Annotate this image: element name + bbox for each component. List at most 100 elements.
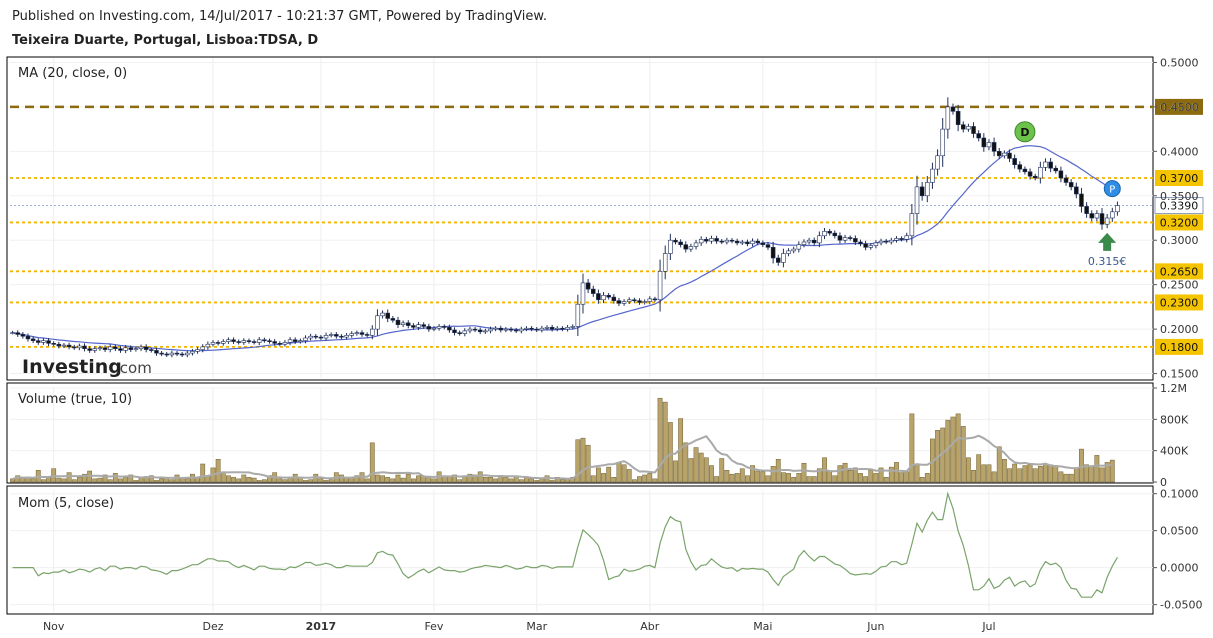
volume-bar: [92, 478, 98, 483]
candle-body: [899, 238, 904, 240]
volume-bar: [760, 471, 766, 483]
volume-bar: [750, 465, 755, 483]
volume-bar: [138, 477, 144, 483]
volume-bar: [493, 478, 499, 483]
candle-body: [709, 238, 714, 242]
volume-bar: [765, 475, 771, 483]
candles[interactable]: [10, 97, 1120, 358]
support-arrow: [1098, 232, 1117, 251]
candle-body: [724, 239, 730, 243]
candle-body: [107, 346, 113, 350]
candle-body: [621, 301, 627, 304]
candle-body: [745, 241, 750, 245]
candle-body: [195, 349, 200, 352]
y-tick-label-momentum: -0.0500: [1160, 599, 1202, 612]
volume-bar: [673, 460, 678, 483]
volume-bar: [297, 477, 303, 483]
candle-body: [693, 242, 699, 247]
volume-bar: [76, 477, 82, 483]
candle-body: [462, 330, 468, 334]
candle-body: [801, 241, 807, 245]
candle-body: [436, 326, 442, 329]
volume-bar: [148, 475, 154, 483]
volume-bar: [888, 466, 894, 483]
volume-bar: [878, 467, 884, 483]
volume-bar: [241, 474, 247, 483]
candle-body: [560, 327, 565, 330]
candle-body: [904, 235, 909, 240]
candle-body: [770, 247, 776, 259]
candle-body: [241, 340, 247, 343]
candle-body: [1104, 217, 1110, 225]
volume-bar: [657, 397, 663, 483]
candle-body: [267, 340, 272, 342]
published-info: Published on Investing.com, 14/Jul/2017 …: [12, 9, 547, 24]
volume-bar: [1089, 466, 1095, 483]
candle-body: [591, 288, 596, 294]
y-tick-label-price: 0.4500: [1160, 101, 1199, 114]
volume-panel-title: Volume (true, 10): [18, 392, 132, 407]
candle-body: [452, 329, 457, 333]
volume-bar: [1104, 462, 1110, 483]
x-tick-label: Abr: [640, 620, 660, 633]
candle-body: [914, 186, 920, 214]
y-tick-label-price: 0.3500: [1160, 190, 1199, 203]
candle-body: [740, 241, 745, 244]
volume-bar: [832, 475, 838, 483]
volume-bar: [780, 472, 786, 483]
volume-bar: [693, 447, 699, 483]
volume-bar: [981, 464, 987, 483]
volume-bar: [46, 477, 51, 483]
candle-body: [169, 352, 175, 356]
candle-body: [611, 296, 617, 301]
grid: [10, 58, 1153, 612]
volume-bar: [580, 437, 586, 483]
candle-body: [519, 328, 524, 332]
candle-body: [251, 341, 257, 343]
volume-bar: [1001, 459, 1007, 483]
candle-body: [246, 340, 252, 342]
volume-bar: [246, 477, 252, 483]
candle-body: [339, 335, 344, 338]
volume-bar: [66, 472, 72, 483]
candle-body: [1115, 205, 1120, 213]
volume-bar: [847, 470, 853, 483]
volume-bar: [107, 479, 113, 483]
candle-body: [1038, 167, 1043, 179]
candle-body: [30, 338, 36, 341]
volume-bar: [971, 470, 976, 483]
volume-bar: [40, 479, 46, 483]
candle-body: [411, 325, 416, 328]
volume-bar: [1022, 465, 1028, 483]
panel-frames: [6, 56, 1154, 615]
candle-body: [565, 327, 570, 330]
volume-bar: [642, 474, 648, 483]
volume-bar: [991, 471, 997, 483]
volume-bar: [894, 462, 899, 483]
volume-bar: [647, 473, 653, 483]
candle-body: [406, 322, 411, 326]
volume-bar: [698, 452, 704, 483]
candle-body: [925, 182, 930, 197]
price-panel-title: MA (20, close, 0): [18, 66, 127, 81]
axis-labels: Nov Dez 2017 Fev Mar Abr Mai Jun Jul 0.5000 0.4500…: [43, 56, 1203, 633]
candle-body: [292, 339, 298, 342]
candle-body: [102, 347, 108, 350]
y-tick-label-volume: 1.2M: [1160, 382, 1187, 395]
volume-bar: [102, 474, 108, 483]
candle-body: [513, 329, 519, 332]
volume-bar: [503, 477, 509, 483]
candle-body: [298, 340, 303, 342]
volume-bar: [154, 480, 159, 483]
volume-bars[interactable]: [10, 397, 1115, 483]
volume-bar: [1079, 448, 1084, 483]
last-price-tag: [1154, 197, 1204, 215]
volume-bar: [10, 478, 15, 483]
volume-bar: [683, 442, 689, 483]
volume-bar: [225, 475, 231, 483]
y-tick-label-volume: 0: [1160, 476, 1167, 489]
price-panel-frame: [6, 56, 1154, 381]
volume-bar: [123, 477, 129, 483]
y-tick-label-price: 0.2000: [1160, 323, 1199, 336]
